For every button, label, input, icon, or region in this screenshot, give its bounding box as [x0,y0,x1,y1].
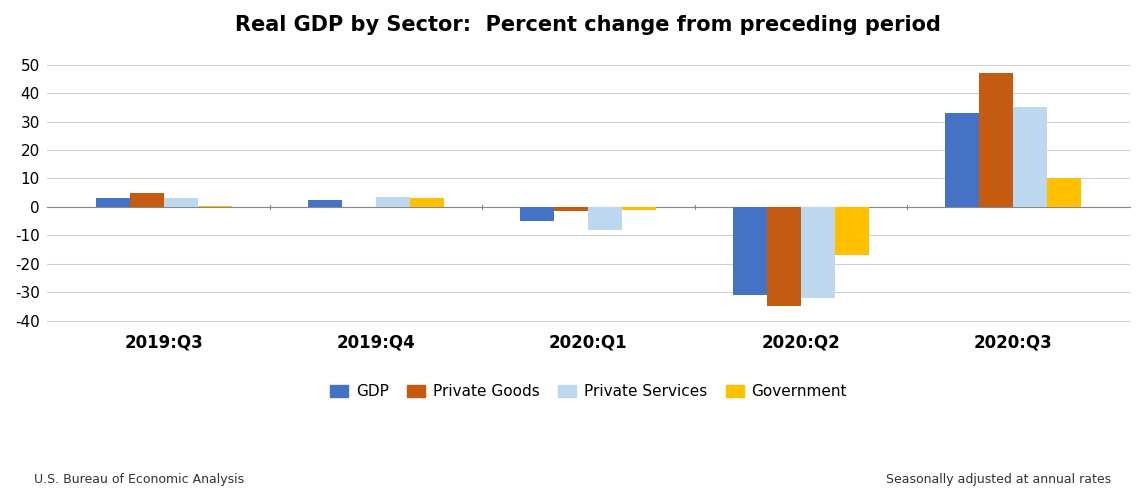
Bar [1047,179,1081,207]
Text: 2019:Q4: 2019:Q4 [337,333,416,352]
Bar [96,198,131,207]
Bar [410,198,444,207]
Bar [131,192,164,207]
Bar [1013,108,1047,207]
Bar [198,206,232,207]
Text: 2020:Q2: 2020:Q2 [761,333,840,352]
Bar [835,207,869,255]
Bar [979,73,1013,207]
Text: 2020:Q1: 2020:Q1 [550,333,627,352]
Text: 2019:Q3: 2019:Q3 [125,333,204,352]
Bar [733,207,767,295]
Bar [164,198,198,207]
Text: U.S. Bureau of Economic Analysis: U.S. Bureau of Economic Analysis [34,473,245,486]
Bar [945,113,979,207]
Bar [377,197,410,207]
Bar [589,207,623,230]
Bar [521,207,554,221]
Text: 2020:Q3: 2020:Q3 [973,333,1052,352]
Bar [308,200,342,207]
Text: Seasonally adjusted at annual rates: Seasonally adjusted at annual rates [885,473,1111,486]
Bar [767,207,800,306]
Bar [800,207,835,298]
Bar [623,207,656,210]
Title: Real GDP by Sector:  Percent change from preceding period: Real GDP by Sector: Percent change from … [236,15,941,35]
Bar [554,207,589,211]
Legend: GDP, Private Goods, Private Services, Government: GDP, Private Goods, Private Services, Go… [330,384,847,399]
